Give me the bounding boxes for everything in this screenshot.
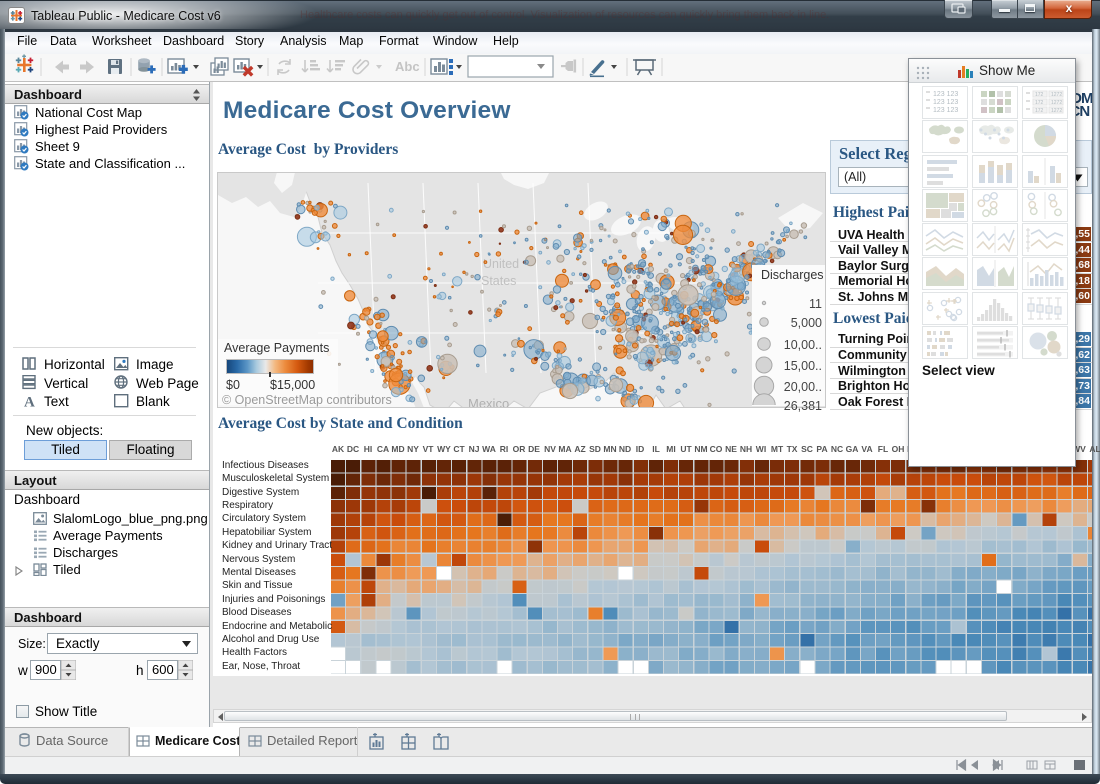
svg-text:123 123: 123 123 bbox=[933, 99, 958, 106]
svg-text:172: 172 bbox=[1035, 92, 1044, 98]
svg-text:Abc: Abc bbox=[395, 59, 420, 74]
svg-text:123 123: 123 123 bbox=[933, 107, 958, 114]
svg-text:123 123: 123 123 bbox=[933, 91, 958, 98]
svg-text:States: States bbox=[481, 274, 516, 288]
svg-text:A: A bbox=[24, 394, 35, 409]
svg-text:1272: 1272 bbox=[1051, 108, 1062, 114]
svg-text:1272: 1272 bbox=[1051, 100, 1062, 106]
svg-text:United: United bbox=[483, 257, 519, 271]
svg-text:172: 172 bbox=[1035, 108, 1044, 114]
svg-text:Mexico: Mexico bbox=[468, 396, 509, 408]
svg-text:172: 172 bbox=[1035, 100, 1044, 106]
svg-text:1272: 1272 bbox=[1051, 92, 1062, 98]
